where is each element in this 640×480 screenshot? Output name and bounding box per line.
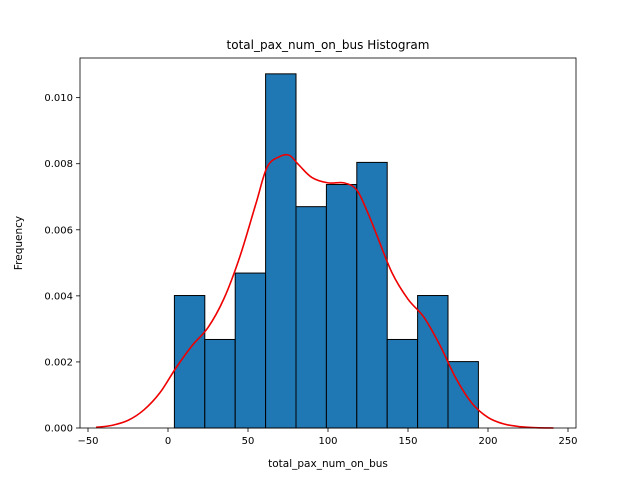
y-tick-label: 0.000 [44, 424, 73, 435]
histogram-bar-9 [417, 295, 449, 429]
y-axis-ticks: 0.000 0.002 0.004 0.006 0.008 0.010 [44, 93, 80, 435]
histogram-bar-4 [265, 73, 297, 429]
histogram-bar-6 [325, 184, 358, 429]
y-axis-title: Frequency [13, 216, 25, 270]
x-tick-label: 0 [165, 436, 171, 447]
x-axis-title: total_pax_num_on_bus [268, 458, 388, 470]
y-tick-label: 0.002 [44, 357, 73, 368]
kde-density-line [95, 153, 554, 429]
x-tick-label: −50 [77, 436, 98, 447]
histogram-bar-7 [356, 161, 388, 429]
x-tick-label: 50 [242, 436, 255, 447]
histogram-bar-2 [204, 338, 236, 429]
y-tick-label: 0.010 [44, 93, 73, 104]
x-tick-label: 100 [318, 436, 337, 447]
y-tick-label: 0.008 [44, 159, 73, 170]
histogram-bar-3 [234, 272, 267, 429]
chart-title: total_pax_num_on_bus Histogram [227, 38, 430, 52]
x-tick-label: 150 [398, 436, 417, 447]
histogram-bar-5 [295, 206, 327, 429]
bars-layer [173, 73, 479, 429]
histogram-bar-1 [173, 295, 206, 429]
x-tick-label: 200 [478, 436, 497, 447]
y-tick-label: 0.004 [44, 291, 73, 302]
x-tick-label: 250 [558, 436, 577, 447]
histogram-bar-8 [386, 338, 419, 429]
kde-layer [95, 153, 554, 429]
x-axis-ticks: −50 0 50 100 150 200 250 [77, 428, 578, 447]
y-tick-label: 0.006 [44, 225, 73, 236]
